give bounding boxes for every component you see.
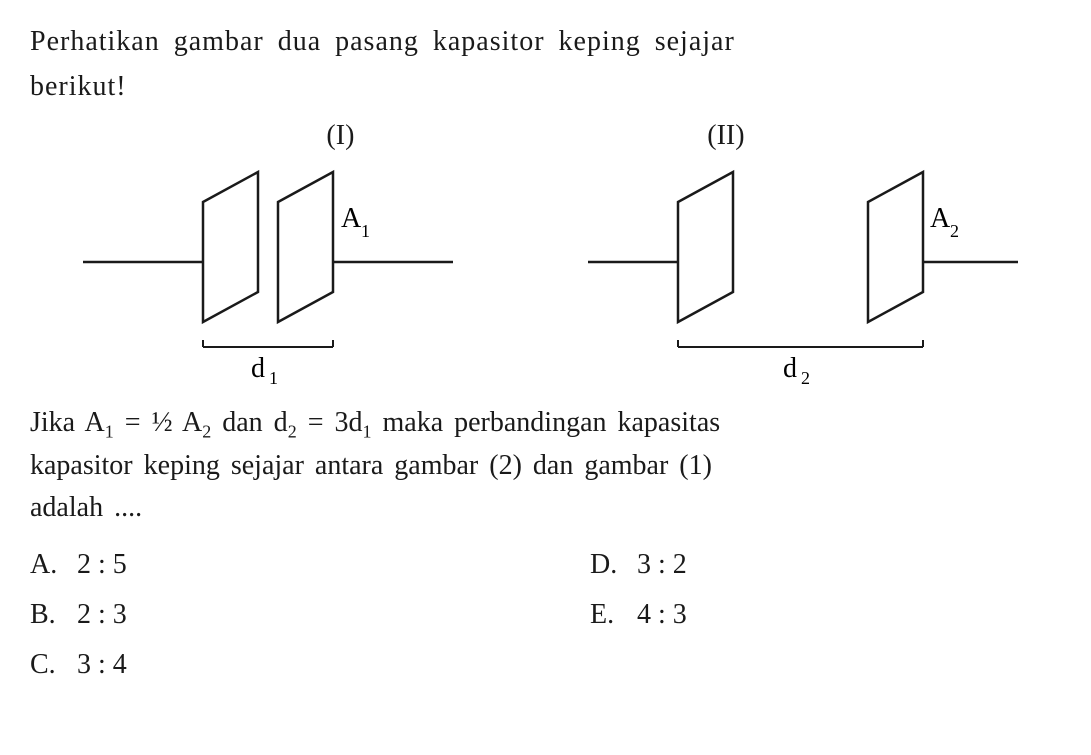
option-a-value: 2 : 5	[77, 549, 127, 580]
option-a: A. 2 : 5	[30, 544, 590, 586]
options-column-right: D. 3 : 2 E. 4 : 3	[590, 544, 687, 686]
area-label-1-sub: 1	[361, 221, 370, 241]
sol-sub3: 2	[288, 421, 297, 441]
sol-part5: maka perbandingan kapasitas	[371, 407, 720, 438]
area-label-2: A	[930, 203, 951, 234]
diagrams-row: A 1 d 1 A 2 d 2	[30, 162, 1061, 382]
distance-label-1-sub: 1	[269, 368, 278, 388]
question-line1: Perhatikan gambar dua pasang kapasitor k…	[30, 26, 735, 57]
option-c-letter: C.	[30, 644, 70, 686]
sol-part3: dan d	[211, 407, 287, 438]
option-d: D. 3 : 2	[590, 544, 687, 586]
option-d-letter: D.	[590, 544, 630, 586]
option-e: E. 4 : 3	[590, 594, 687, 636]
option-e-value: 4 : 3	[637, 599, 687, 630]
question-line2: berikut!	[30, 71, 127, 102]
option-b: B. 2 : 3	[30, 594, 590, 636]
sol-sub2: 2	[202, 421, 211, 441]
solution-text: Jika A1 = ½ A2 dan d2 = 3d1 maka perband…	[30, 402, 1061, 530]
capacitor-diagram-1: A 1 d 1	[63, 162, 513, 382]
option-b-letter: B.	[30, 594, 70, 636]
options-column-left: A. 2 : 5 B. 2 : 3 C. 3 : 4	[30, 544, 590, 686]
option-d-value: 3 : 2	[637, 549, 687, 580]
sol-part2: = ½ A	[114, 407, 202, 438]
label-roman-1: (I)	[326, 120, 354, 152]
option-a-letter: A.	[30, 544, 70, 586]
sol-line3: adalah ....	[30, 492, 142, 523]
sol-part1: Jika A	[30, 407, 105, 438]
distance-label-2-sub: 2	[801, 368, 810, 388]
question-text: Perhatikan gambar dua pasang kapasitor k…	[30, 20, 1061, 110]
sol-part4: = 3d	[297, 407, 363, 438]
roman-labels-row: (I) (II)	[30, 120, 1061, 152]
option-c: C. 3 : 4	[30, 644, 590, 686]
sol-line2: kapasitor keping sejajar antara gambar (…	[30, 450, 712, 481]
capacitor-diagram-2: A 2 d 2	[578, 162, 1028, 382]
capacitor-svg-1: A 1 d 1	[63, 162, 513, 382]
area-label-1: A	[341, 203, 362, 234]
area-label-2-sub: 2	[950, 221, 959, 241]
label-roman-2: (II)	[707, 120, 744, 152]
sol-sub1: 1	[105, 421, 114, 441]
capacitor-svg-2: A 2 d 2	[578, 162, 1028, 382]
options-container: A. 2 : 5 B. 2 : 3 C. 3 : 4 D. 3 : 2 E. 4…	[30, 544, 1061, 686]
option-c-value: 3 : 4	[77, 649, 127, 680]
distance-label-2: d	[783, 353, 797, 384]
distance-label-1: d	[251, 353, 265, 384]
option-b-value: 2 : 3	[77, 599, 127, 630]
option-e-letter: E.	[590, 594, 630, 636]
